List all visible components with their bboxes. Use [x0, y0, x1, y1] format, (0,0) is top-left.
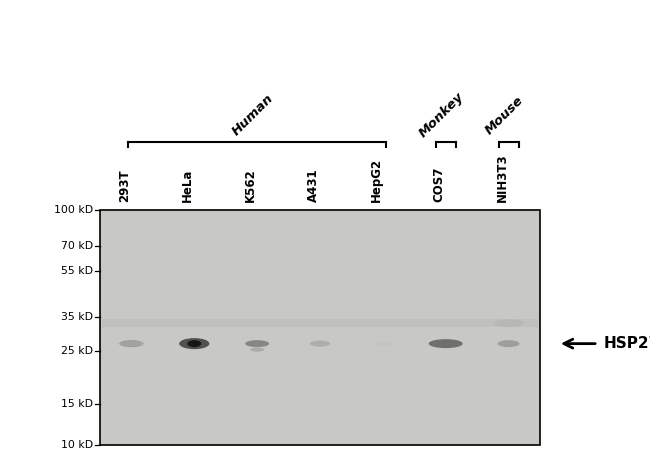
Text: NIH3T3: NIH3T3: [495, 153, 508, 202]
Text: 25 kD: 25 kD: [61, 346, 93, 357]
Bar: [100, 210, 540, 445]
Text: K562: K562: [244, 168, 257, 202]
Text: 100 kD: 100 kD: [54, 205, 93, 215]
Text: 15 kD: 15 kD: [61, 399, 93, 409]
Text: Human: Human: [229, 92, 276, 138]
Ellipse shape: [120, 340, 144, 347]
Ellipse shape: [179, 339, 209, 348]
Text: COS7: COS7: [433, 167, 446, 202]
Ellipse shape: [250, 348, 264, 351]
Text: HeLa: HeLa: [181, 169, 194, 202]
Text: 293T: 293T: [118, 169, 131, 202]
Ellipse shape: [179, 338, 209, 349]
Ellipse shape: [429, 339, 463, 348]
Text: Monkey: Monkey: [416, 90, 466, 140]
Text: 10 kD: 10 kD: [61, 440, 93, 450]
Ellipse shape: [118, 341, 144, 346]
Text: Mouse: Mouse: [482, 94, 526, 137]
Text: 70 kD: 70 kD: [61, 241, 93, 251]
Bar: [102, 319, 538, 327]
Ellipse shape: [493, 319, 523, 327]
Text: 35 kD: 35 kD: [61, 312, 93, 322]
Ellipse shape: [310, 341, 330, 347]
Text: HepG2: HepG2: [370, 158, 383, 202]
Ellipse shape: [245, 340, 269, 347]
Ellipse shape: [187, 340, 202, 347]
Text: A431: A431: [307, 169, 320, 202]
Text: HSP27: HSP27: [604, 336, 650, 351]
Ellipse shape: [497, 340, 519, 347]
Ellipse shape: [374, 341, 392, 346]
Text: 55 kD: 55 kD: [61, 266, 93, 276]
